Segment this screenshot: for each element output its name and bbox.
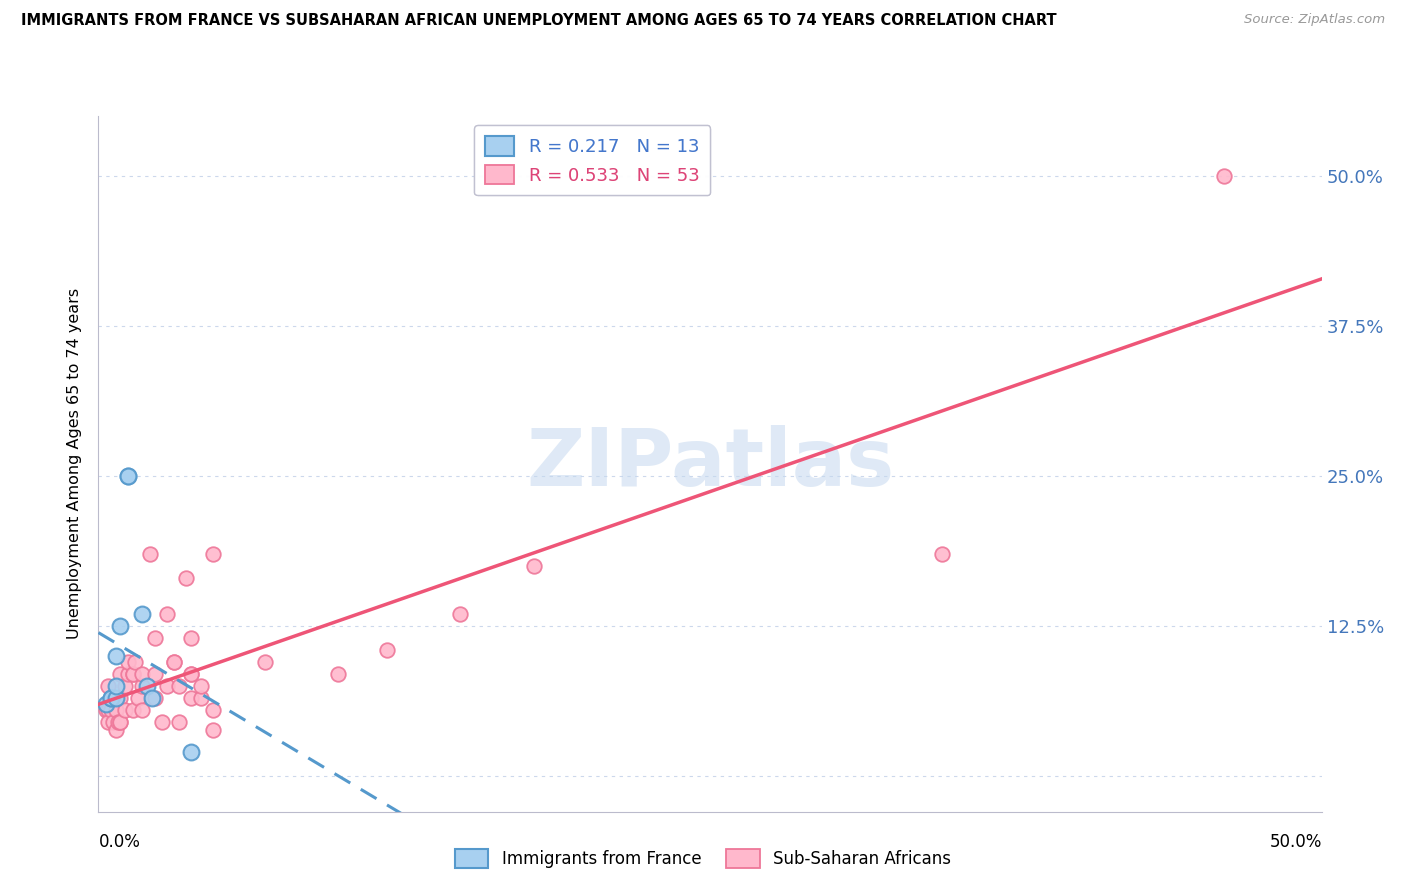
Point xyxy=(100,690,122,705)
Point xyxy=(94,703,117,717)
Text: ZIPatlas: ZIPatlas xyxy=(526,425,894,503)
Point xyxy=(110,714,132,729)
Point xyxy=(104,703,127,717)
Point xyxy=(104,679,127,693)
Point xyxy=(180,690,202,705)
Text: IMMIGRANTS FROM FRANCE VS SUBSAHARAN AFRICAN UNEMPLOYMENT AMONG AGES 65 TO 74 YE: IMMIGRANTS FROM FRANCE VS SUBSAHARAN AFR… xyxy=(21,13,1057,29)
Point xyxy=(94,697,117,711)
Point xyxy=(121,666,143,681)
Point xyxy=(127,690,149,705)
Point xyxy=(202,723,225,738)
Point xyxy=(117,666,139,681)
Point xyxy=(100,690,122,705)
Point xyxy=(114,679,136,693)
Point xyxy=(101,714,124,729)
Point xyxy=(136,679,159,693)
Point xyxy=(114,703,136,717)
Point xyxy=(110,619,132,633)
Point xyxy=(110,714,132,729)
Point xyxy=(117,655,139,669)
Point xyxy=(97,703,120,717)
Point xyxy=(190,690,212,705)
Point xyxy=(450,607,472,621)
Point xyxy=(131,703,153,717)
Point xyxy=(104,723,127,738)
Point xyxy=(124,655,146,669)
Point xyxy=(167,679,190,693)
Point xyxy=(202,703,225,717)
Legend: Immigrants from France, Sub-Saharan Africans: Immigrants from France, Sub-Saharan Afri… xyxy=(449,843,957,875)
Point xyxy=(167,714,190,729)
Point xyxy=(180,631,202,645)
Point xyxy=(143,666,166,681)
Point xyxy=(375,642,398,657)
Point xyxy=(131,679,153,693)
Point xyxy=(163,655,186,669)
Point xyxy=(104,648,127,663)
Point xyxy=(107,714,129,729)
Point xyxy=(104,690,127,705)
Point xyxy=(121,703,143,717)
Text: 0.0%: 0.0% xyxy=(98,833,141,851)
Point xyxy=(117,468,139,483)
Point xyxy=(180,745,202,759)
Point xyxy=(1212,169,1234,183)
Point xyxy=(253,655,276,669)
Point xyxy=(156,607,179,621)
Point xyxy=(150,714,173,729)
Point xyxy=(163,655,186,669)
Point xyxy=(97,714,120,729)
Point xyxy=(328,666,350,681)
Point xyxy=(131,607,153,621)
Point xyxy=(139,547,162,561)
Point xyxy=(100,703,122,717)
Text: Source: ZipAtlas.com: Source: ZipAtlas.com xyxy=(1244,13,1385,27)
Point xyxy=(110,690,132,705)
Legend: R = 0.217   N = 13, R = 0.533   N = 53: R = 0.217 N = 13, R = 0.533 N = 53 xyxy=(474,125,710,195)
Point xyxy=(131,666,153,681)
Point xyxy=(180,666,202,681)
Point xyxy=(117,468,139,483)
Point xyxy=(97,679,120,693)
Y-axis label: Unemployment Among Ages 65 to 74 years: Unemployment Among Ages 65 to 74 years xyxy=(67,288,83,640)
Point xyxy=(176,571,198,585)
Point xyxy=(180,666,202,681)
Point xyxy=(121,666,143,681)
Point xyxy=(110,666,132,681)
Point xyxy=(523,558,546,573)
Point xyxy=(143,690,166,705)
Point xyxy=(156,679,179,693)
Text: 50.0%: 50.0% xyxy=(1270,833,1322,851)
Point xyxy=(190,679,212,693)
Point xyxy=(202,547,225,561)
Point xyxy=(143,631,166,645)
Point xyxy=(931,547,953,561)
Point xyxy=(141,690,163,705)
